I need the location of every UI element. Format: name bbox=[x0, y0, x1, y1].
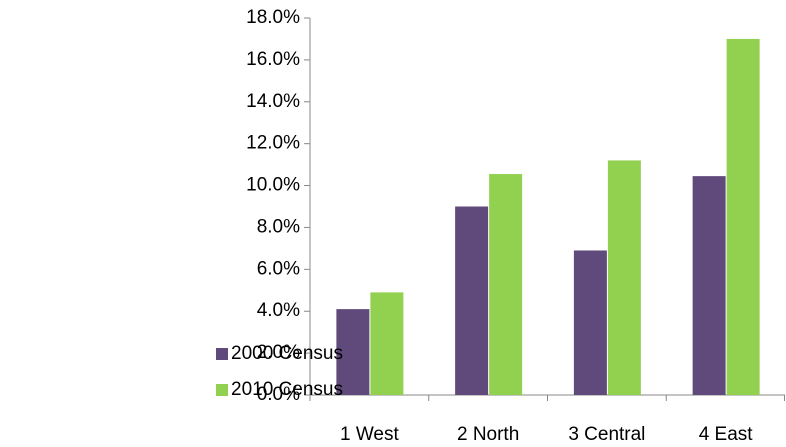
bar bbox=[370, 292, 404, 395]
bar bbox=[607, 160, 641, 395]
x-tick-label: 1 West bbox=[340, 424, 400, 445]
y-tick-label: 18.0% bbox=[246, 7, 300, 28]
legend-swatch bbox=[216, 348, 228, 360]
legend-label: 2000 Census bbox=[231, 343, 343, 364]
y-tick-label: 2.0% bbox=[257, 342, 300, 363]
bar bbox=[455, 206, 489, 395]
bar bbox=[573, 250, 607, 395]
y-tick-label: 6.0% bbox=[257, 258, 300, 279]
bar bbox=[692, 176, 726, 395]
y-tick-label: 12.0% bbox=[246, 133, 300, 154]
y-tick-label: 8.0% bbox=[257, 216, 300, 237]
legend-swatch bbox=[216, 384, 228, 396]
y-tick-label: 4.0% bbox=[257, 300, 300, 321]
y-tick-label: 16.0% bbox=[246, 49, 300, 70]
bar bbox=[726, 38, 760, 395]
y-tick-label: 14.0% bbox=[246, 91, 300, 112]
y-tick-label: 0.0% bbox=[257, 384, 300, 405]
bar bbox=[336, 309, 370, 395]
x-tick-label: 4 East bbox=[699, 424, 754, 445]
x-tick-label: 2 North bbox=[457, 424, 519, 445]
legend-label: 2010 Census bbox=[231, 379, 343, 400]
bar bbox=[489, 174, 523, 395]
x-tick-label: 3 Central bbox=[568, 424, 645, 445]
y-tick-label: 10.0% bbox=[246, 175, 300, 196]
